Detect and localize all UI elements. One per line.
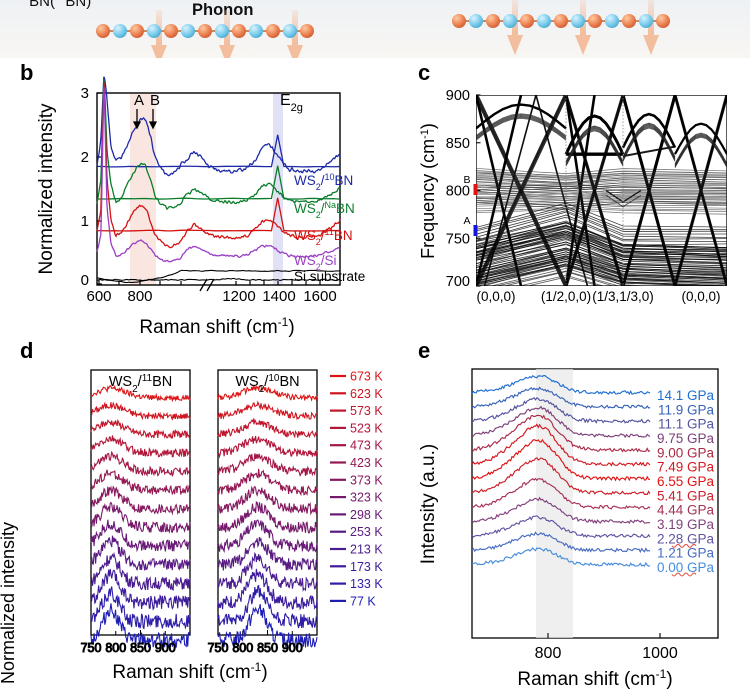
svg-text:173 K: 173 K bbox=[350, 560, 383, 574]
svg-text:77 K: 77 K bbox=[350, 594, 376, 608]
svg-text:Si substrate: Si substrate bbox=[294, 269, 365, 284]
svg-text:473 K: 473 K bbox=[350, 439, 383, 453]
svg-text:900: 900 bbox=[282, 641, 303, 655]
svg-text:6.55 GPa: 6.55 GPa bbox=[657, 474, 715, 489]
svg-text:133 K: 133 K bbox=[350, 577, 383, 591]
svg-text:600: 600 bbox=[86, 288, 111, 305]
svg-text:850: 850 bbox=[130, 641, 151, 655]
svg-text:850: 850 bbox=[446, 136, 470, 152]
svg-text:WS2/11BN: WS2/11BN bbox=[294, 227, 353, 247]
svg-text:Frequency (cm-1): Frequency (cm-1) bbox=[418, 123, 438, 259]
svg-text:673 K: 673 K bbox=[350, 370, 383, 384]
svg-text:213 K: 213 K bbox=[350, 543, 383, 557]
svg-text:4.44 GPa: 4.44 GPa bbox=[657, 503, 715, 518]
svg-text:0: 0 bbox=[81, 272, 89, 289]
svg-text:750: 750 bbox=[81, 641, 102, 655]
svg-text:9.00 GPa: 9.00 GPa bbox=[657, 445, 715, 460]
svg-text:7.49 GPa: 7.49 GPa bbox=[657, 460, 715, 475]
svg-text:Raman shift (cm-1): Raman shift (cm-1) bbox=[112, 660, 267, 683]
svg-text:800: 800 bbox=[232, 641, 253, 655]
svg-text:A: A bbox=[463, 215, 470, 227]
svg-text:(1/3,1/3,0): (1/3,1/3,0) bbox=[592, 289, 654, 304]
svg-text:900: 900 bbox=[446, 88, 470, 104]
svg-text:5.41 GPa: 5.41 GPa bbox=[657, 488, 715, 503]
svg-text:Raman shift (cm-1): Raman shift (cm-1) bbox=[517, 667, 672, 690]
svg-text:800: 800 bbox=[105, 641, 126, 655]
svg-text:(1/2,0,0): (1/2,0,0) bbox=[541, 289, 591, 304]
svg-text:3: 3 bbox=[81, 85, 89, 102]
svg-text:623 K: 623 K bbox=[350, 387, 383, 401]
svg-text:800: 800 bbox=[535, 645, 562, 662]
svg-text:WS2/NaBN: WS2/NaBN bbox=[294, 200, 355, 220]
svg-text:A: A bbox=[134, 92, 144, 109]
svg-text:700: 700 bbox=[446, 274, 470, 290]
svg-text:800: 800 bbox=[446, 184, 470, 200]
svg-text:11.1 GPa: 11.1 GPa bbox=[658, 417, 715, 432]
svg-text:B: B bbox=[150, 92, 160, 109]
svg-text:523 K: 523 K bbox=[350, 421, 383, 435]
svg-text:373 K: 373 K bbox=[350, 473, 383, 487]
svg-text:1: 1 bbox=[81, 213, 89, 230]
svg-text:Intensity (a.u.): Intensity (a.u.) bbox=[418, 444, 439, 564]
svg-text:423 K: 423 K bbox=[350, 456, 383, 470]
svg-text:1200: 1200 bbox=[222, 288, 255, 305]
svg-text:E2g: E2g bbox=[280, 92, 303, 114]
svg-text:750: 750 bbox=[446, 231, 470, 247]
svg-text:298 K: 298 K bbox=[350, 508, 383, 522]
svg-text:3.19 GPa: 3.19 GPa bbox=[657, 517, 715, 532]
svg-text:Normalized intensity: Normalized intensity bbox=[0, 522, 18, 684]
svg-text:B: B bbox=[463, 174, 470, 186]
svg-text:1600: 1600 bbox=[303, 288, 336, 305]
svg-text:2: 2 bbox=[81, 149, 89, 166]
svg-text:900: 900 bbox=[155, 641, 176, 655]
svg-text:Raman shift (cm-1): Raman shift (cm-1) bbox=[139, 315, 294, 338]
svg-text:WS2/10BN: WS2/10BN bbox=[294, 172, 353, 192]
svg-text:11.9 GPa: 11.9 GPa bbox=[658, 402, 715, 417]
svg-text:253 K: 253 K bbox=[350, 525, 383, 539]
svg-text:14.1 GPa: 14.1 GPa bbox=[657, 388, 715, 403]
svg-text:Normalized intensity: Normalized intensity bbox=[36, 103, 57, 275]
svg-text:1.21 GPa: 1.21 GPa bbox=[657, 546, 715, 561]
svg-text:573 K: 573 K bbox=[350, 404, 383, 418]
svg-text:323 K: 323 K bbox=[350, 491, 383, 505]
svg-text:1400: 1400 bbox=[262, 288, 295, 305]
svg-text:1000: 1000 bbox=[642, 645, 678, 662]
svg-text:800: 800 bbox=[127, 288, 152, 305]
svg-text:850: 850 bbox=[257, 641, 278, 655]
svg-text:(0,0,0): (0,0,0) bbox=[681, 289, 720, 304]
svg-text:750: 750 bbox=[208, 641, 229, 655]
svg-text:9.75 GPa: 9.75 GPa bbox=[657, 431, 715, 446]
svg-text:(0,0,0): (0,0,0) bbox=[476, 289, 515, 304]
